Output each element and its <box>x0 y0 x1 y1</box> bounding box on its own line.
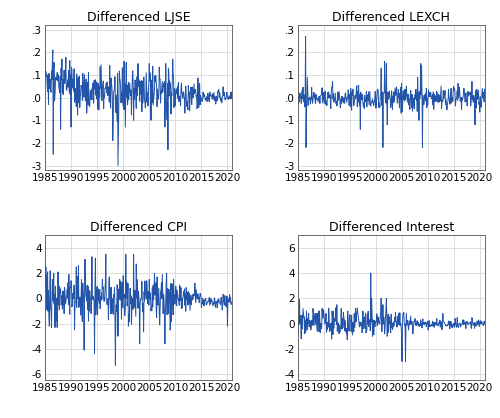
Title: Differenced CPI: Differenced CPI <box>90 221 187 234</box>
Title: Differenced Interest: Differenced Interest <box>329 221 454 234</box>
Title: Differenced LJSE: Differenced LJSE <box>87 11 190 24</box>
Title: Differenced LEXCH: Differenced LEXCH <box>332 11 450 24</box>
